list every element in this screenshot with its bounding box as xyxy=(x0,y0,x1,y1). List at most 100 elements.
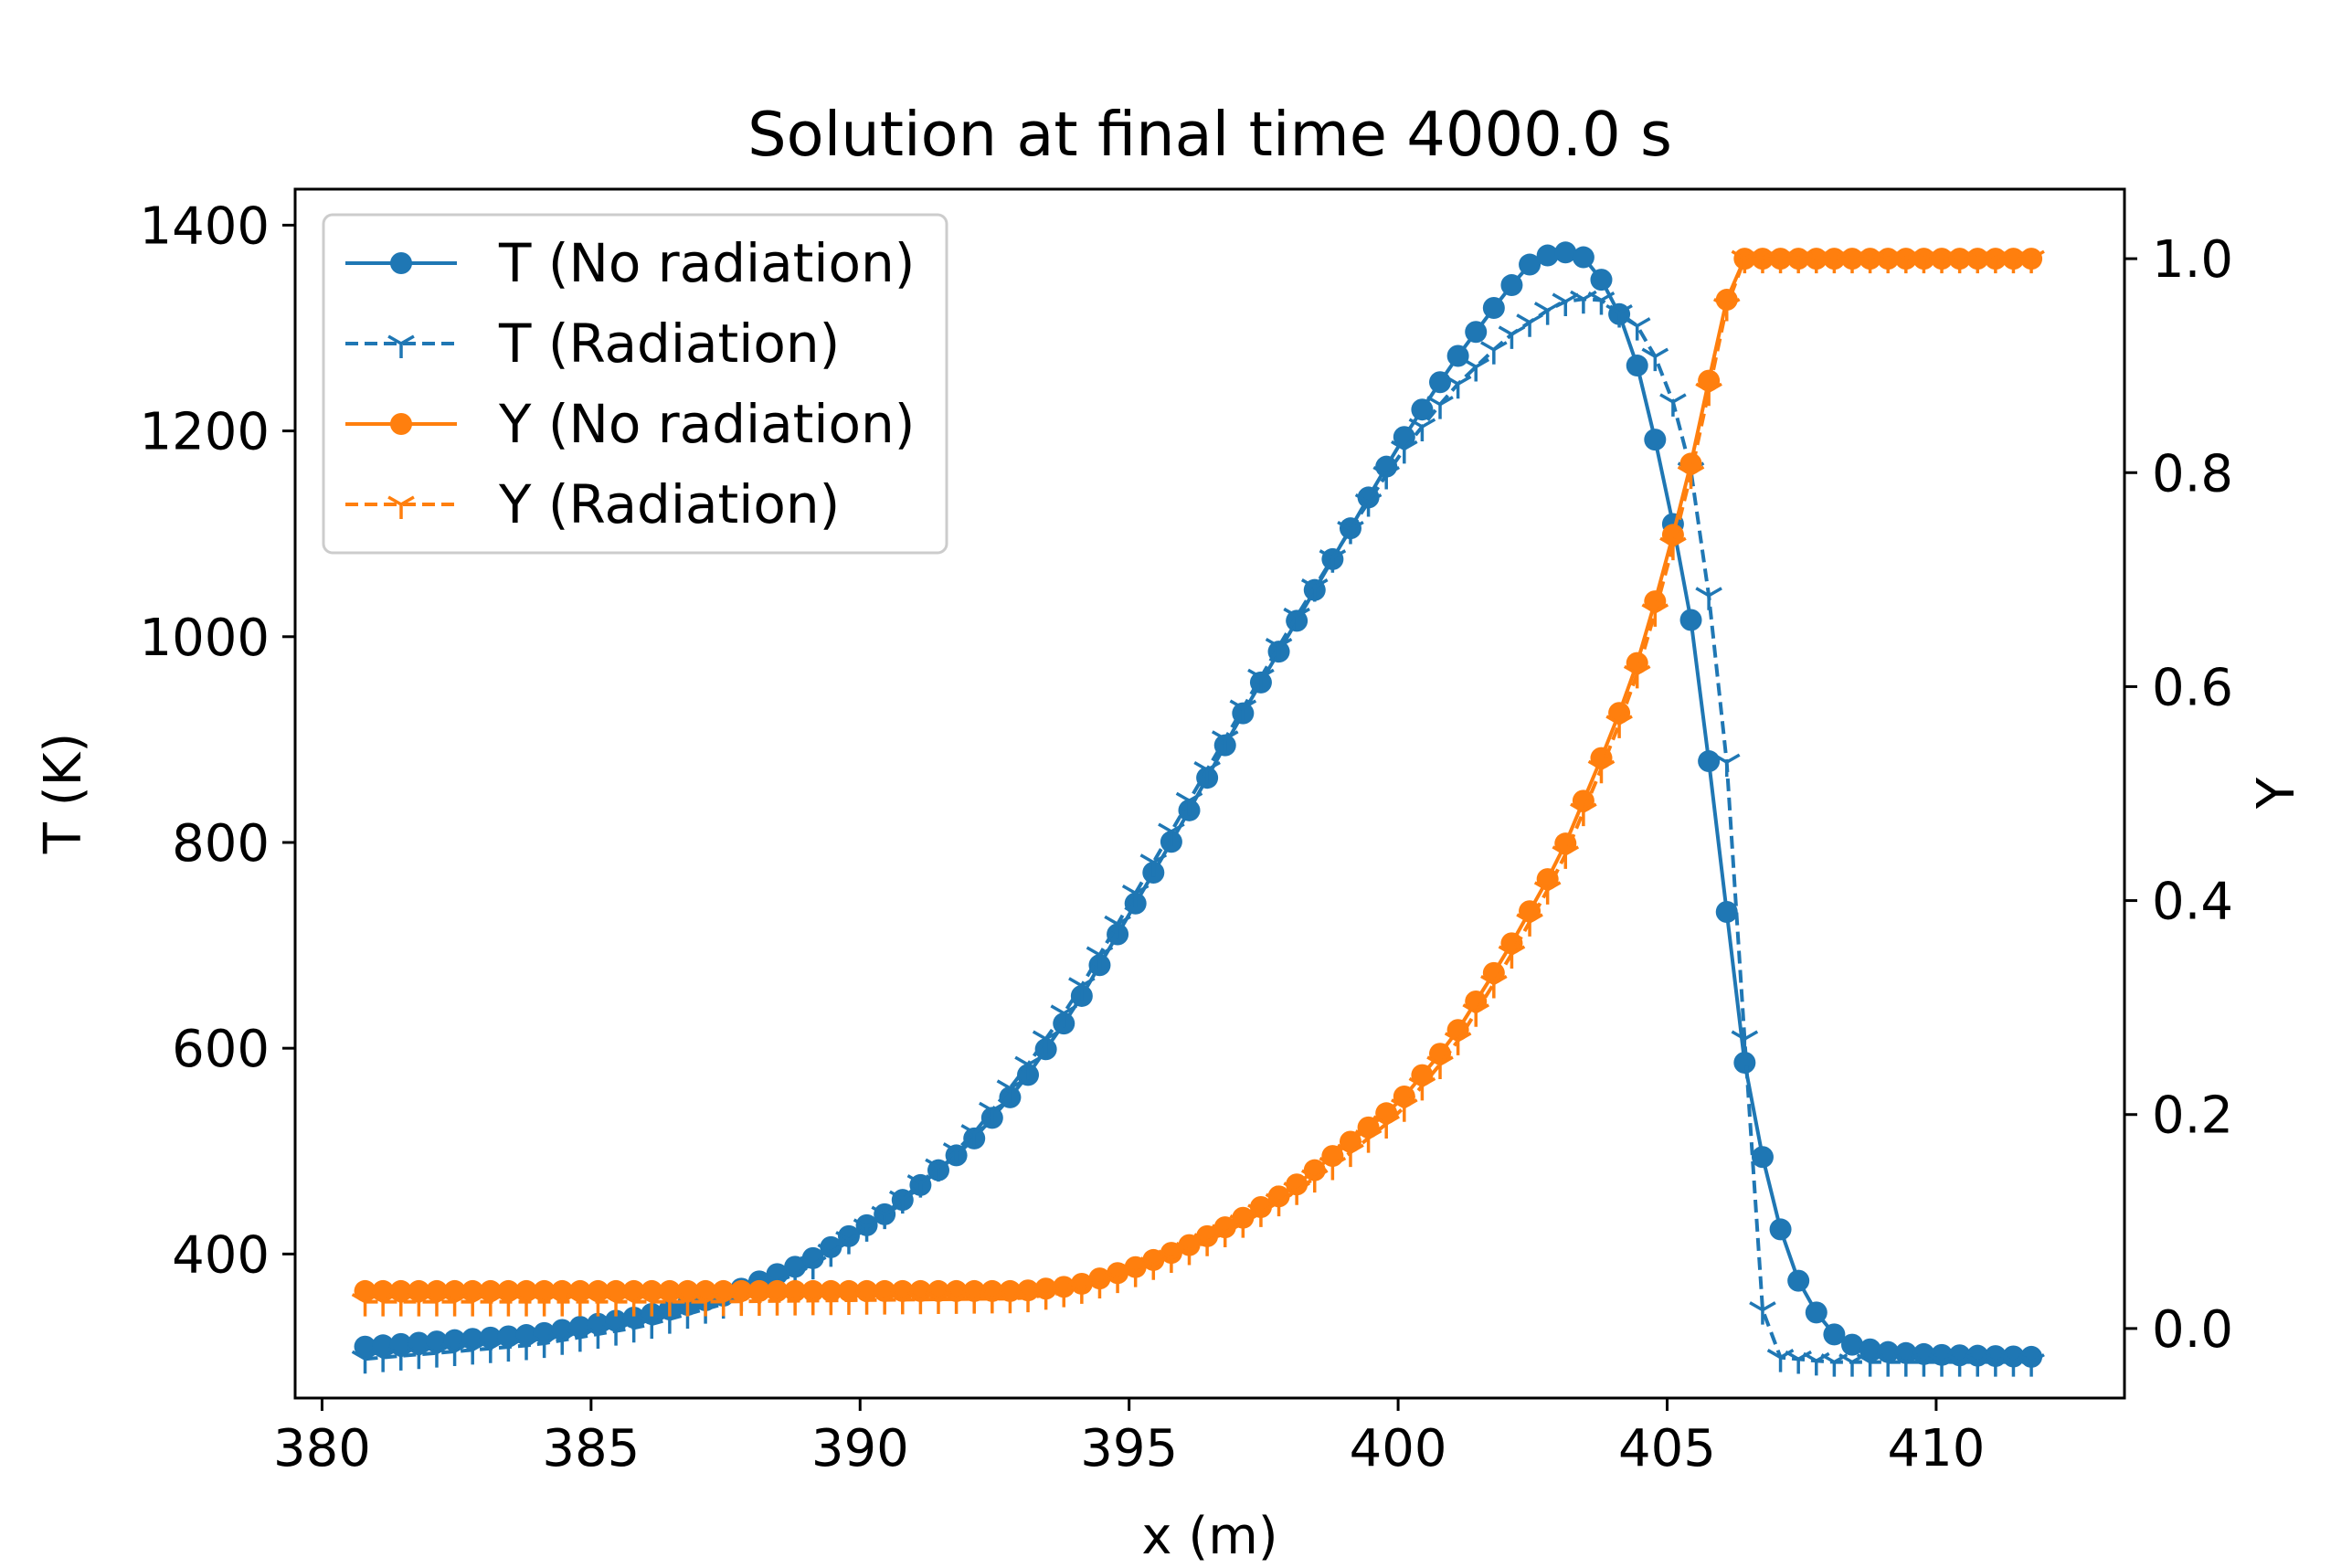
data-point xyxy=(817,1243,845,1267)
y-left-tick-label: 600 xyxy=(172,1020,270,1079)
data-point xyxy=(1731,249,1759,274)
data-point xyxy=(1411,1064,1434,1086)
data-point xyxy=(638,1315,666,1340)
data-point xyxy=(1802,249,1830,274)
data-point xyxy=(1498,325,1526,349)
data-point xyxy=(1265,1192,1293,1217)
y-right-tick-label: 0.2 xyxy=(2152,1086,2233,1146)
data-point xyxy=(996,1079,1024,1103)
data-point xyxy=(1444,375,1472,399)
data-point xyxy=(1749,1301,1776,1325)
data-point xyxy=(1121,884,1150,908)
data-point xyxy=(1104,1269,1131,1294)
data-point xyxy=(1249,1196,1272,1219)
data-point xyxy=(1211,730,1239,754)
data-point xyxy=(1659,536,1687,561)
data-point xyxy=(1641,347,1669,372)
legend-marker xyxy=(387,495,415,519)
data-point xyxy=(408,1279,430,1302)
data-point xyxy=(1964,249,1992,274)
data-point xyxy=(1820,1353,1849,1377)
data-point xyxy=(1892,1353,1920,1377)
data-point xyxy=(1104,915,1131,939)
data-point xyxy=(1462,1003,1490,1027)
data-point xyxy=(1623,317,1651,341)
data-point xyxy=(1086,946,1114,969)
data-point xyxy=(871,1205,898,1230)
data-point xyxy=(2018,249,2045,274)
data-point xyxy=(1641,603,1669,627)
data-point xyxy=(658,1279,681,1302)
data-point xyxy=(620,1319,648,1343)
data-point xyxy=(1644,429,1667,451)
data-point xyxy=(1014,1055,1042,1080)
chart-title: Solution at final time 4000.0 s xyxy=(747,99,1672,170)
data-point xyxy=(1820,249,1849,274)
data-point xyxy=(1357,1116,1380,1139)
data-point xyxy=(1677,465,1705,490)
data-point xyxy=(1805,1301,1828,1324)
data-point xyxy=(1068,1280,1096,1304)
data-point xyxy=(1892,249,1920,274)
data-point xyxy=(1608,702,1631,725)
data-point xyxy=(960,1124,989,1148)
plot-frame xyxy=(293,187,2126,1400)
data-point xyxy=(1587,759,1616,784)
data-point xyxy=(479,1279,502,1302)
data-point xyxy=(605,1279,628,1302)
data-point xyxy=(584,1293,612,1317)
data-point xyxy=(1050,1004,1078,1028)
x-axis-label: x (m) xyxy=(1141,1507,1277,1566)
data-point xyxy=(1659,393,1687,417)
data-point xyxy=(1247,668,1275,693)
data-point xyxy=(1554,241,1577,264)
data-point xyxy=(533,1279,556,1302)
data-point xyxy=(1283,1181,1310,1205)
data-point xyxy=(1068,977,1096,1001)
data-point xyxy=(1229,699,1257,724)
series-layer xyxy=(351,241,2045,1377)
legend-marker xyxy=(387,334,415,358)
data-point xyxy=(1465,321,1488,344)
data-point xyxy=(513,1293,540,1317)
legend-label: Y (No radiation) xyxy=(498,393,915,455)
data-point xyxy=(1319,549,1347,573)
data-point xyxy=(1283,607,1310,631)
legend-entry-3: Y (Radiation) xyxy=(345,473,840,535)
data-point xyxy=(443,1279,466,1302)
data-point xyxy=(1570,802,1597,827)
data-point xyxy=(1572,246,1594,269)
y-right-tick-label: 0.8 xyxy=(2152,444,2233,503)
data-point xyxy=(1286,1173,1308,1196)
data-point xyxy=(387,1293,415,1317)
y-left-tick-label: 1400 xyxy=(139,196,270,256)
data-point xyxy=(351,1293,379,1317)
data-point xyxy=(1533,302,1562,325)
legend-entry-1: T (Radiation) xyxy=(345,313,840,375)
data-point xyxy=(1139,853,1168,877)
y-right-tick-label: 0.0 xyxy=(2152,1300,2233,1360)
data-point xyxy=(979,1101,1006,1126)
data-point xyxy=(567,1293,594,1317)
data-point xyxy=(1372,1115,1400,1139)
data-point xyxy=(440,1293,469,1317)
data-point xyxy=(673,1305,702,1330)
data-point xyxy=(1429,371,1452,394)
data-point xyxy=(1945,249,1974,274)
data-point xyxy=(354,1279,376,1302)
data-point xyxy=(1570,290,1597,314)
data-point xyxy=(602,1293,630,1317)
data-point xyxy=(1572,789,1594,812)
data-point xyxy=(1587,291,1616,315)
data-point xyxy=(1999,249,2028,274)
data-point xyxy=(1910,249,1938,274)
data-point xyxy=(1769,1218,1792,1241)
y-axis-left-label: T (K) xyxy=(34,733,93,854)
x-tick-label: 380 xyxy=(273,1419,371,1478)
y-axis-left: 400 600 800 1000 1200 1400 xyxy=(139,196,295,1285)
data-point xyxy=(1265,638,1293,662)
data-point xyxy=(1605,715,1633,738)
data-point xyxy=(1139,1256,1168,1280)
data-point xyxy=(1500,932,1523,955)
data-point xyxy=(694,1279,717,1302)
